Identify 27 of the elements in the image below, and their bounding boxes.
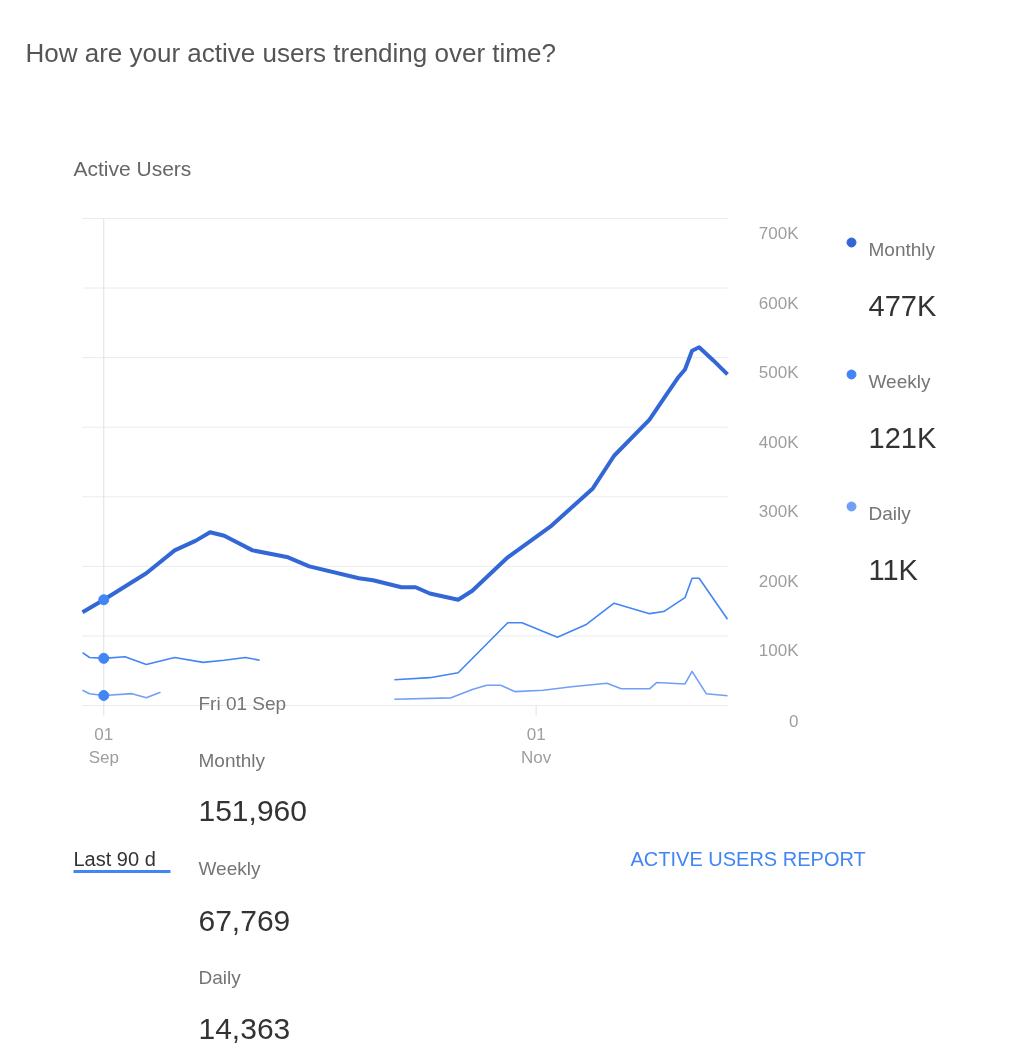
- y-tick-label: 0: [789, 711, 799, 731]
- text: Daily: [198, 967, 242, 988]
- text: 67,769: [198, 903, 291, 937]
- legend-label: Daily: [868, 503, 912, 524]
- y-tick-label: 500K: [758, 363, 800, 383]
- text: 151,960: [198, 793, 307, 827]
- y-tick-label: 400K: [758, 432, 800, 452]
- text: Monthly: [198, 750, 266, 771]
- y-tick-label: 700K: [758, 224, 800, 243]
- legend-label: Monthly: [868, 239, 936, 260]
- annotation: Fri 01 Sep: [198, 693, 287, 714]
- text: 11K: [868, 553, 919, 586]
- x-tick-label: 01 Nov: [521, 724, 552, 767]
- chart-subtitle: Active Users: [73, 157, 192, 180]
- text: Weekly: [198, 858, 261, 879]
- y-tick-label: 600K: [758, 293, 800, 313]
- legend-label: Weekly: [868, 371, 931, 392]
- y-tick-label: 100K: [758, 641, 800, 661]
- text: ACTIVE USERS REPORT: [630, 847, 866, 870]
- y-tick-label: 300K: [758, 502, 800, 522]
- chart-title: How are your active users trending over time?: [25, 37, 556, 68]
- x-tick-label: 01 Sep: [88, 724, 119, 767]
- text: 14,363: [198, 1011, 291, 1045]
- y-tick-label: 200K: [758, 571, 800, 591]
- text: 477K: [868, 289, 937, 322]
- text: 121K: [868, 421, 937, 454]
- text: Last 90 d: [73, 847, 156, 870]
